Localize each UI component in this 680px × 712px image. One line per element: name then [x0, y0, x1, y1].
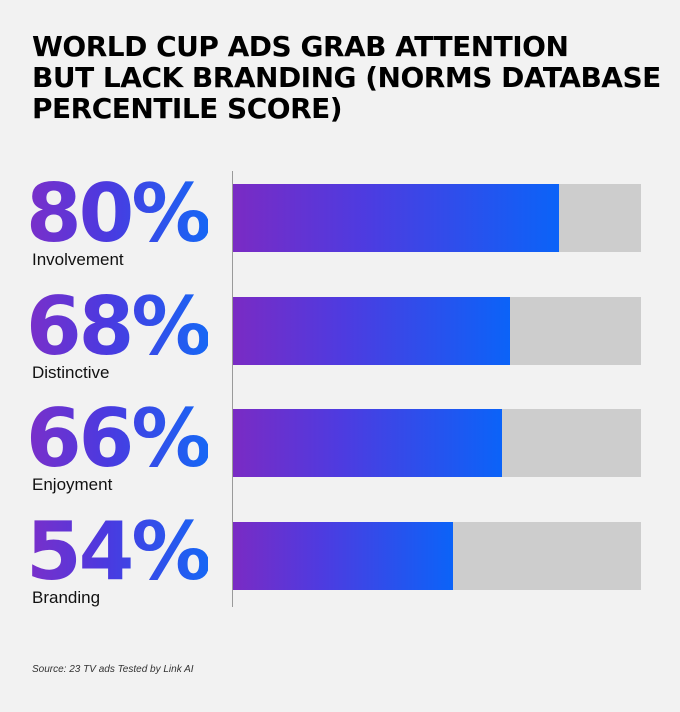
- category-label: Involvement: [32, 250, 124, 269]
- category-label: Distinctive: [32, 363, 110, 382]
- bar-row: 68% Distinctive: [0, 285, 680, 385]
- chart-title-line: PERCENTILE SCORE): [32, 92, 343, 125]
- bar: [233, 297, 510, 365]
- chart-title-line: BUT LACK BRANDING (NORMS DATABASE: [32, 61, 661, 94]
- bar: [233, 409, 502, 477]
- source-note: Source: 23 TV ads Tested by Link AI: [32, 664, 194, 675]
- category-label: Branding: [32, 588, 101, 607]
- chart-title: WORLD CUP ADS GRAB ATTENTION BUT LACK BR…: [32, 30, 661, 125]
- value-label: 80%: [26, 167, 211, 260]
- bar-track: [233, 522, 641, 590]
- bar-track: [233, 409, 641, 477]
- bar: [233, 522, 453, 590]
- category-label: Enjoyment: [32, 475, 113, 494]
- value-label: 66%: [26, 392, 211, 485]
- bar-track: [233, 184, 641, 252]
- y-axis-line: [232, 171, 233, 607]
- bar-row: 80% Involvement: [0, 172, 680, 272]
- bar-row: 54% Branding: [0, 510, 680, 610]
- value-label: 54%: [26, 505, 211, 598]
- bar-track: [233, 297, 641, 365]
- bar-row: 66% Enjoyment: [0, 397, 680, 497]
- chart-title-line: WORLD CUP ADS GRAB ATTENTION: [32, 30, 569, 63]
- bar: [233, 184, 559, 252]
- value-label: 68%: [26, 280, 211, 373]
